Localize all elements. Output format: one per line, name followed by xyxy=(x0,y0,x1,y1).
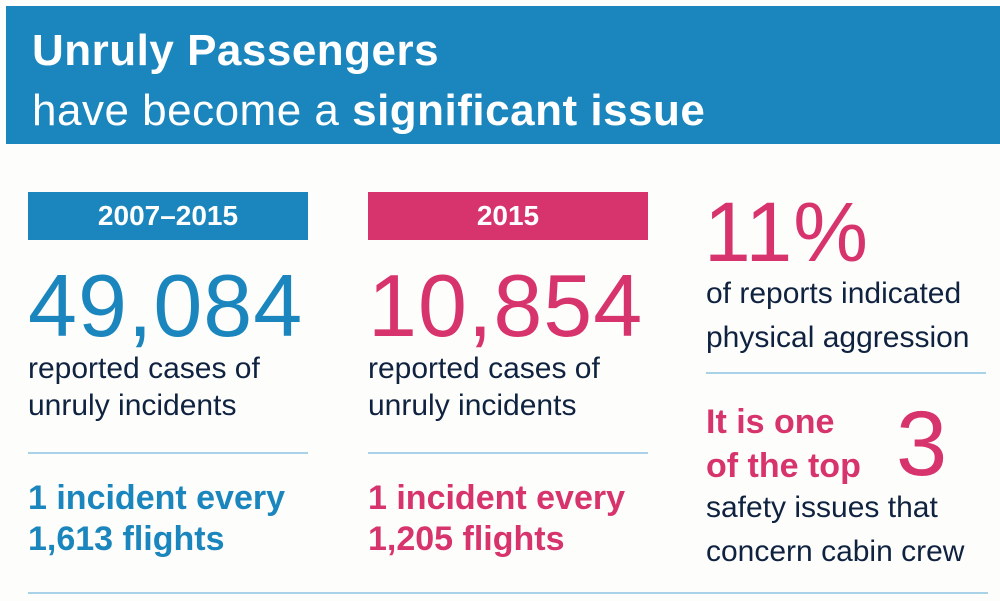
title-line-1: Unruly Passengers xyxy=(32,26,440,75)
divider-col1 xyxy=(28,452,308,454)
total-cases-description: reported cases of unruly incidents xyxy=(28,350,260,424)
period-tag-2015: 2015 xyxy=(368,192,648,240)
safety-issue-line-1: safety issues that xyxy=(706,491,938,524)
aggression-desc-line-1: of reports indicated xyxy=(706,277,962,310)
header-banner: Unruly Passengers have become a signific… xyxy=(6,6,1000,144)
safety-issue-line-2: concern cabin crew xyxy=(706,535,965,568)
aggression-description: of reports indicated physical aggression xyxy=(706,272,969,360)
title-line-2-prefix: have become a xyxy=(32,86,353,135)
aggression-desc-line-2: physical aggression xyxy=(706,321,970,354)
divider-col2 xyxy=(368,452,648,454)
top-three-statement: It is one of the top xyxy=(706,400,861,488)
top-three-line-2: of the top xyxy=(706,447,861,485)
bottom-divider xyxy=(28,592,988,594)
cases-2015-description: reported cases of unruly incidents xyxy=(368,350,600,424)
aggression-percent: 11% xyxy=(704,185,869,279)
divider-col3 xyxy=(706,372,986,374)
cases-2015-number: 10,854 xyxy=(368,256,644,355)
cases-2015-desc-line-2: unruly incidents xyxy=(368,389,577,422)
safety-issue-description: safety issues that concern cabin crew xyxy=(706,486,964,574)
title-line-2-bold: significant issue xyxy=(352,86,706,135)
top-three-line-1: It is one xyxy=(706,403,835,441)
incident-rate-line-1: 1 incident every xyxy=(28,479,286,517)
title-line-2: have become a significant issue xyxy=(32,86,705,136)
incident-rate-line-2: 1,613 flights xyxy=(28,520,225,558)
incident-rate-2007-2015: 1 incident every 1,613 flights xyxy=(28,478,285,560)
cases-2015-desc-line-1: reported cases of xyxy=(368,352,600,385)
total-cases-desc-line-1: reported cases of xyxy=(28,352,260,385)
total-cases-number: 49,084 xyxy=(28,256,304,355)
incident-rate-2015-line-2: 1,205 flights xyxy=(368,520,565,558)
period-tag-2007-2015: 2007–2015 xyxy=(28,192,308,240)
incident-rate-2015: 1 incident every 1,205 flights xyxy=(368,478,625,560)
total-cases-desc-line-2: unruly incidents xyxy=(28,389,237,422)
incident-rate-2015-line-1: 1 incident every xyxy=(368,479,626,517)
top-three-number: 3 xyxy=(896,393,948,495)
